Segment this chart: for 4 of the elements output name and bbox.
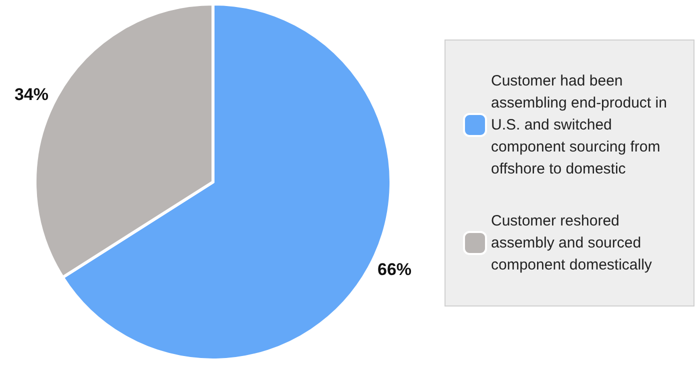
data-label: 34% (14, 84, 49, 104)
data-label: 66% (377, 260, 412, 280)
legend-label: Customer reshored assembly and sourced component domestically (491, 212, 652, 274)
legend-label: Customer had been assembling end-product in U.S. and switched component sourcing from offshore to domestic (491, 72, 672, 178)
